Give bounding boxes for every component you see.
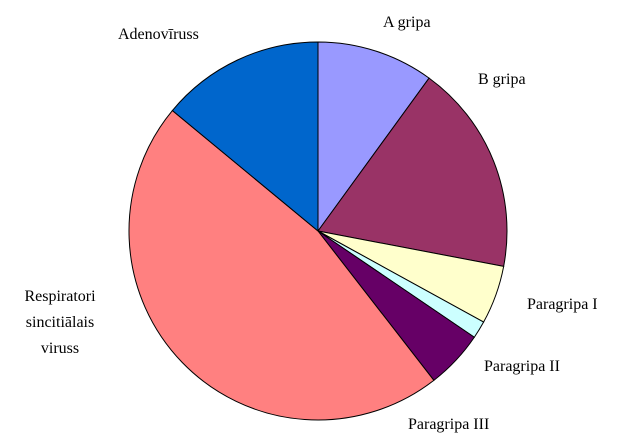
pie-slice [171,41,319,233]
slice-label: Respiratori sincitiālais viruss [24,288,96,357]
slice-label: Adenovīruss [118,26,199,43]
slice-label: Paragripa III [408,416,490,433]
pie-slice [128,109,435,421]
pie-slice [317,41,430,233]
pie-slice [317,77,508,267]
slice-label: Paragripa II [484,358,560,375]
slice-label: Paragripa I [527,296,598,313]
slice-label: A gripa [383,14,431,31]
slice-label: B gripa [478,71,526,88]
